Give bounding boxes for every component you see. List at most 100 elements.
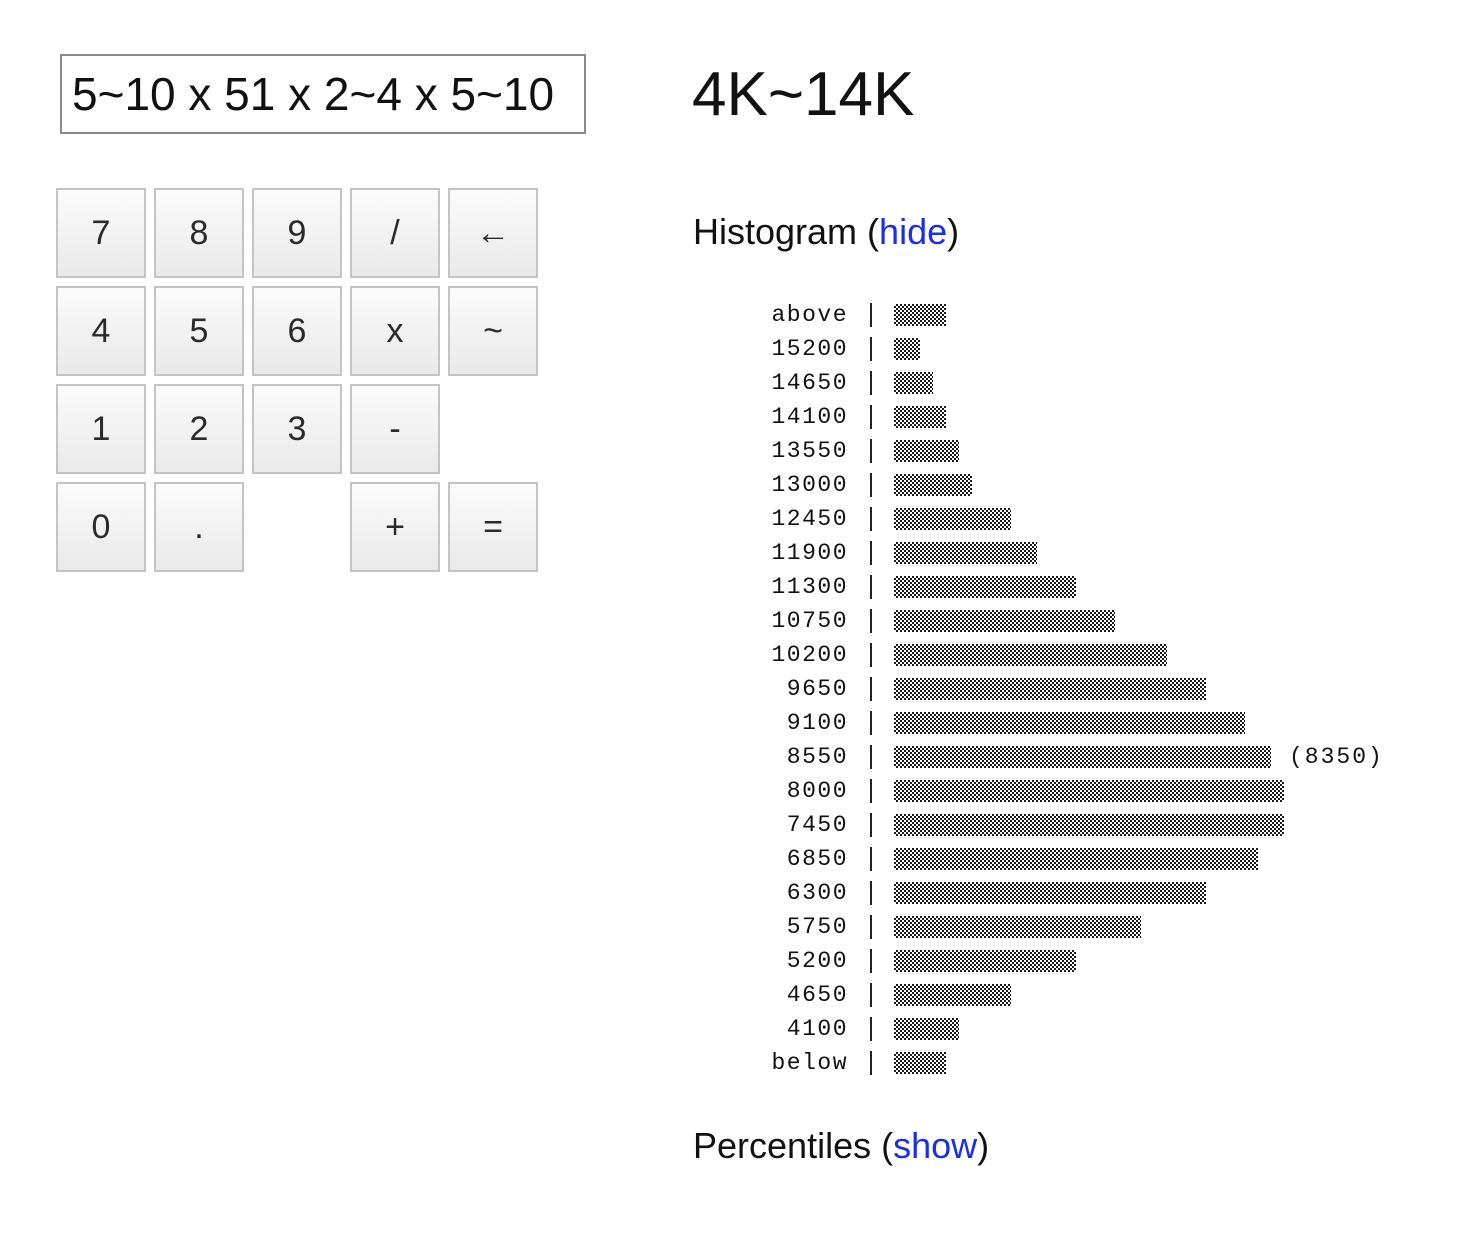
percentiles-show-link[interactable]: show [893,1125,978,1166]
histogram-bin-label: 9650 [786,676,848,702]
histogram-bin-label: 6850 [786,846,848,872]
key-4[interactable]: 4 [56,286,146,376]
key-range[interactable]: ~ [448,286,538,376]
histogram-bin-label: 6300 [786,880,848,906]
key-5[interactable]: 5 [154,286,244,376]
key-backspace[interactable]: ← [448,188,538,278]
histogram-bin-label: 13000 [771,472,848,498]
histogram-axis-separator [870,745,872,769]
histogram-bar [894,848,1258,870]
histogram-axis-separator [870,915,872,939]
histogram-row: 10200 [760,638,1440,672]
histogram-hide-link[interactable]: hide [879,211,948,252]
histogram-axis-separator [870,473,872,497]
histogram-axis-separator [870,541,872,565]
key-2[interactable]: 2 [154,384,244,474]
key-divide[interactable]: / [350,188,440,278]
histogram-row: 14650 [760,366,1440,400]
histogram-bar [894,440,959,462]
histogram-row: 11300 [760,570,1440,604]
histogram-bar [894,678,1206,700]
histogram-heading: Histogram (hide) [693,210,959,254]
histogram-bin-label: 11300 [771,574,848,600]
histogram-bin-label: 7450 [786,812,848,838]
histogram-axis-separator [870,779,872,803]
histogram-bin-label: 9100 [786,710,848,736]
histogram-axis-separator [870,949,872,973]
histogram-bar [894,542,1037,564]
histogram-row: 10750 [760,604,1440,638]
histogram-bin-label: 14100 [771,404,848,430]
histogram-bar [894,950,1076,972]
histogram-row: 8550 (8350) [760,740,1440,774]
histogram-row: 6850 [760,842,1440,876]
histogram-axis-separator [870,439,872,463]
key-6[interactable]: 6 [252,286,342,376]
histogram-bar [894,712,1245,734]
key-3[interactable]: 3 [252,384,342,474]
histogram-row: 13000 [760,468,1440,502]
histogram-axis-separator [870,507,872,531]
histogram-row: 12450 [760,502,1440,536]
key-multiply[interactable]: x [350,286,440,376]
histogram-bar [894,916,1141,938]
histogram-bar [894,1052,946,1074]
histogram-heading-title: Histogram [693,211,858,252]
histogram-bar [894,338,920,360]
key-8[interactable]: 8 [154,188,244,278]
histogram-axis-separator [870,609,872,633]
histogram-bin-label: 8000 [786,778,848,804]
histogram-axis-separator [870,1051,872,1075]
histogram-row: 13550 [760,434,1440,468]
histogram-row: 7450 [760,808,1440,842]
histogram-bar [894,406,946,428]
histogram-bar [894,372,933,394]
histogram-axis-separator [870,881,872,905]
histogram-bin-label: 10750 [771,608,848,634]
key-7[interactable]: 7 [56,188,146,278]
percentiles-heading-close-paren: ) [977,1125,990,1166]
percentiles-heading-title: Percentiles [693,1125,872,1166]
histogram-heading-close-paren: ) [947,211,960,252]
histogram-bin-label: below [771,1050,848,1076]
histogram-bin-label: 4100 [786,1016,848,1042]
histogram-axis-separator [870,371,872,395]
key-1[interactable]: 1 [56,384,146,474]
keypad: 7 8 9/← 4 5 6 x ~1 2 3- 0. + = [56,188,540,574]
histogram-row: above [760,298,1440,332]
histogram-row: 14100 [760,400,1440,434]
histogram-row: 9650 [760,672,1440,706]
histogram-bin-label: 12450 [771,506,848,532]
key-9[interactable]: 9 [252,188,342,278]
histogram-bin-label: 13550 [771,438,848,464]
percentiles-heading-open-paren: ( [871,1125,894,1166]
histogram-bin-label: 15200 [771,336,848,362]
histogram-axis-separator [870,575,872,599]
histogram-row: 5750 [760,910,1440,944]
histogram-row: 5200 [760,944,1440,978]
histogram-bin-label: 11900 [771,540,848,566]
histogram-row: 4100 [760,1012,1440,1046]
histogram-bar [894,508,1011,530]
key-0[interactable]: 0 [56,482,146,572]
histogram-row: 9100 [760,706,1440,740]
key-decimal[interactable]: . [154,482,244,572]
key-equals[interactable]: = [448,482,538,572]
histogram-row: 6300 [760,876,1440,910]
histogram-row: below [760,1046,1440,1080]
histogram-bar [894,304,946,326]
expression-input[interactable] [60,54,586,134]
histogram-bar [894,814,1284,836]
histogram-axis-separator [870,337,872,361]
histogram-row: 15200 [760,332,1440,366]
histogram-axis-separator [870,405,872,429]
histogram-row: 11900 [760,536,1440,570]
histogram-axis-separator [870,643,872,667]
histogram-bar [894,1018,959,1040]
histogram-axis-separator [870,303,872,327]
histogram-bar [894,882,1206,904]
histogram-bar [894,576,1076,598]
histogram-bin-label: 5200 [786,948,848,974]
key-minus[interactable]: - [350,384,440,474]
key-plus[interactable]: + [350,482,440,572]
